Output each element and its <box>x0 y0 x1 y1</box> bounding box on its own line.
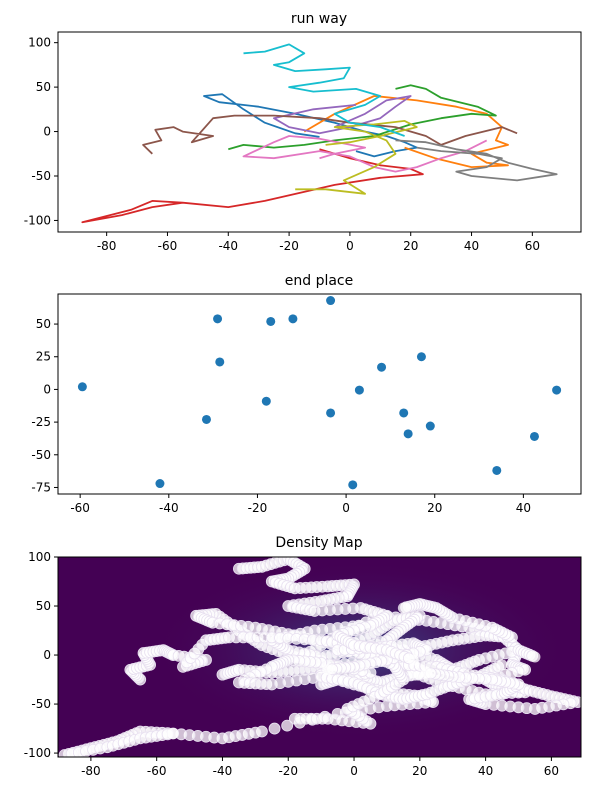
run-way-series-line <box>81 148 424 224</box>
density-point <box>268 722 281 735</box>
x-tick-label: -20 <box>248 501 268 515</box>
end-place-point <box>215 357 225 367</box>
end-place-point <box>326 296 336 306</box>
chart-3-frame <box>57 556 582 758</box>
x-tick-label: 20 <box>412 764 427 778</box>
density-point <box>397 602 409 614</box>
run-way-series-line <box>228 84 497 151</box>
x-tick-label: -20 <box>278 764 298 778</box>
x-tick-label: 0 <box>342 501 350 515</box>
end-place-point <box>425 421 435 431</box>
chart-3-axes: -80 -60 -40 -20 0 20 40 60 100 50 0 -50 -100 <box>24 550 559 778</box>
y-tick-label: -100 <box>24 746 51 760</box>
end-place-point <box>77 382 87 392</box>
chart-2-title: end place <box>285 273 354 289</box>
chart-2-points <box>77 296 562 490</box>
end-place-point <box>213 314 223 324</box>
y-tick-label: -50 <box>31 697 51 711</box>
y-tick-label: 100 <box>28 36 51 50</box>
density-point <box>281 719 294 732</box>
chart-end-place: end place -60 -40 -20 0 20 40 50 25 0 -25 -50 -75 <box>31 273 582 515</box>
end-place-point <box>492 465 502 475</box>
run-way-series-line <box>295 120 418 195</box>
chart-1-series <box>81 43 558 224</box>
chart-2-axes: -60 -40 -20 0 20 40 50 25 0 -25 -50 -75 <box>31 317 531 515</box>
end-place-point <box>201 414 211 424</box>
y-tick-label: 50 <box>36 599 51 613</box>
x-tick-label: 60 <box>544 764 559 778</box>
x-tick-label: 40 <box>478 764 493 778</box>
end-place-point <box>261 396 271 406</box>
end-place-point <box>416 352 426 362</box>
end-place-point <box>354 385 364 395</box>
y-tick-label: 25 <box>36 350 51 364</box>
end-place-point <box>552 385 562 395</box>
density-point <box>529 651 541 663</box>
x-tick-label: -40 <box>159 501 179 515</box>
end-place-point <box>399 408 409 418</box>
x-tick-label: 0 <box>346 239 354 253</box>
end-place-point <box>155 479 165 489</box>
y-tick-label: 0 <box>43 125 51 139</box>
y-tick-label: 50 <box>36 80 51 94</box>
x-tick-label: -40 <box>218 239 238 253</box>
end-place-point <box>529 431 539 441</box>
y-tick-label: 0 <box>43 648 51 662</box>
density-point <box>407 654 419 666</box>
chart-1-title: run way <box>291 11 347 27</box>
run-way-series-line <box>303 95 509 168</box>
x-tick-label: 0 <box>350 764 358 778</box>
end-place-point <box>377 362 387 372</box>
density-point <box>167 727 179 739</box>
run-way-series-line <box>395 139 558 182</box>
density-point <box>496 659 508 671</box>
x-tick-label: 60 <box>525 239 540 253</box>
x-tick-label: -20 <box>279 239 299 253</box>
y-tick-label: 0 <box>43 382 51 396</box>
x-tick-label: -40 <box>213 764 233 778</box>
x-tick-label: -60 <box>147 764 167 778</box>
chart-1-frame <box>57 31 582 233</box>
y-tick-label: 100 <box>28 550 51 564</box>
chart-3-title: Density Map <box>275 535 362 551</box>
end-place-point <box>288 314 298 324</box>
end-place-point <box>403 429 413 439</box>
chart-2-frame <box>57 293 582 495</box>
y-tick-label: -50 <box>31 448 51 462</box>
end-place-point <box>266 316 276 326</box>
x-tick-label: 20 <box>403 239 418 253</box>
x-tick-label: -80 <box>97 239 117 253</box>
density-point <box>420 667 432 679</box>
chart-3-points <box>58 557 581 757</box>
density-point <box>322 664 334 676</box>
chart-3-plot-area <box>58 557 581 757</box>
end-place-point <box>326 408 336 418</box>
y-tick-label: 50 <box>36 317 51 331</box>
x-tick-label: 20 <box>427 501 442 515</box>
y-tick-label: -100 <box>24 213 51 227</box>
x-tick-label: 40 <box>464 239 479 253</box>
x-tick-label: -80 <box>81 764 101 778</box>
run-way-series-line <box>243 43 405 137</box>
end-place-point <box>348 480 358 490</box>
y-tick-label: -25 <box>31 415 51 429</box>
x-tick-label: 40 <box>516 501 531 515</box>
chart-density-map: Density Map -80 -60 -40 -20 0 20 40 60 100 50 0 -50… <box>24 535 582 778</box>
chart-1-axes: -80 -60 -40 -20 0 20 40 60 100 50 0 -50 -100 <box>24 36 540 253</box>
chart-run-way: run way -80 -60 -40 -20 0 20 40 60 100 50 0 -50 -100 <box>24 11 582 253</box>
x-tick-label: -60 <box>158 239 178 253</box>
y-tick-label: -50 <box>31 169 51 183</box>
x-tick-label: -60 <box>70 501 90 515</box>
y-tick-label: -75 <box>31 480 51 494</box>
